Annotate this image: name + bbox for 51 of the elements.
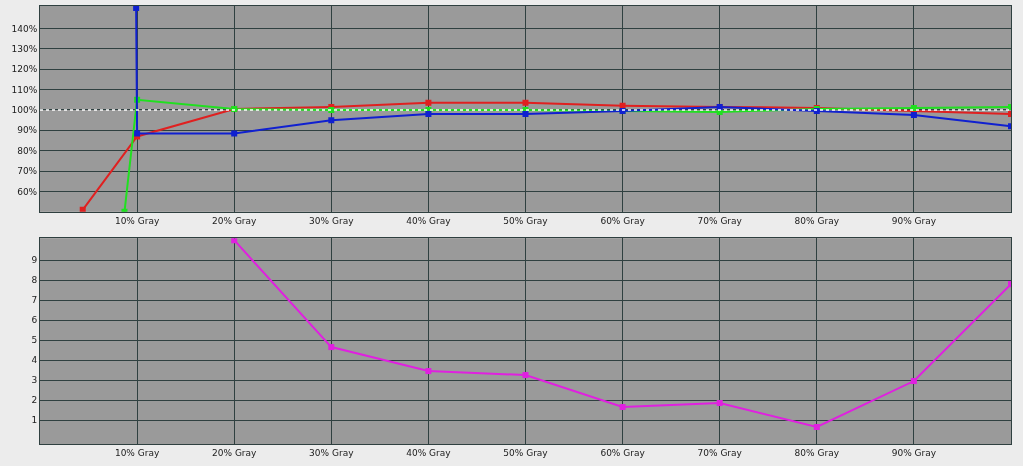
y-tick-label: 100% bbox=[11, 105, 38, 116]
x-tick-label: 80% Gray bbox=[794, 447, 840, 458]
point bbox=[425, 99, 432, 106]
point bbox=[910, 378, 917, 385]
y-tick-label: 60% bbox=[17, 186, 38, 197]
x-tick-label: 20% Gray bbox=[212, 447, 258, 458]
y-tick-label: 8 bbox=[31, 275, 38, 286]
x-tick-label: 90% Gray bbox=[891, 447, 937, 458]
x-tick-label: 60% Gray bbox=[600, 447, 646, 458]
point bbox=[522, 99, 529, 106]
y-tick-label: 3 bbox=[31, 375, 38, 386]
y-tick-label: 130% bbox=[11, 43, 38, 54]
x-tick-label: 90% Gray bbox=[891, 215, 937, 226]
y-tick-label: 6 bbox=[31, 315, 38, 326]
x-tick-label: 60% Gray bbox=[600, 215, 646, 226]
point bbox=[425, 111, 432, 118]
point bbox=[619, 404, 626, 411]
point bbox=[522, 372, 529, 379]
point bbox=[133, 6, 140, 12]
x-tick-label: 70% Gray bbox=[697, 447, 743, 458]
y-tick-label: 7 bbox=[31, 295, 38, 306]
y-tick-label: 120% bbox=[11, 64, 38, 75]
x-tick-label: 80% Gray bbox=[794, 215, 840, 226]
point bbox=[716, 400, 723, 407]
y-tick-label: 1 bbox=[31, 415, 38, 426]
x-tick-label: 70% Gray bbox=[697, 215, 743, 226]
x-tick-label: 40% Gray bbox=[406, 447, 452, 458]
point bbox=[813, 424, 820, 431]
x-tick-label: 10% Gray bbox=[114, 447, 160, 458]
y-tick-label: 90% bbox=[17, 125, 38, 136]
y-tick-label: 80% bbox=[17, 145, 38, 156]
point bbox=[910, 112, 917, 119]
x-tick-label: 20% Gray bbox=[212, 215, 258, 226]
x-tick-label: 40% Gray bbox=[406, 215, 452, 226]
y-tick-label: 70% bbox=[17, 166, 38, 177]
point bbox=[328, 344, 335, 351]
point bbox=[522, 111, 529, 118]
point bbox=[425, 368, 432, 375]
y-tick-label: 110% bbox=[11, 84, 38, 95]
x-tick-label: 50% Gray bbox=[503, 215, 549, 226]
y-tick-label: 5 bbox=[31, 335, 38, 346]
y-tick-label: 4 bbox=[31, 355, 38, 366]
point bbox=[328, 117, 335, 124]
x-tick-label: 30% Gray bbox=[309, 215, 355, 226]
y-tick-label: 2 bbox=[31, 395, 38, 406]
x-tick-label: 30% Gray bbox=[309, 447, 355, 458]
point bbox=[231, 130, 238, 137]
y-tick-label: 9 bbox=[31, 255, 38, 266]
x-tick-label: 10% Gray bbox=[114, 215, 160, 226]
x-tick-label: 50% Gray bbox=[503, 447, 549, 458]
y-tick-label: 140% bbox=[11, 23, 38, 34]
